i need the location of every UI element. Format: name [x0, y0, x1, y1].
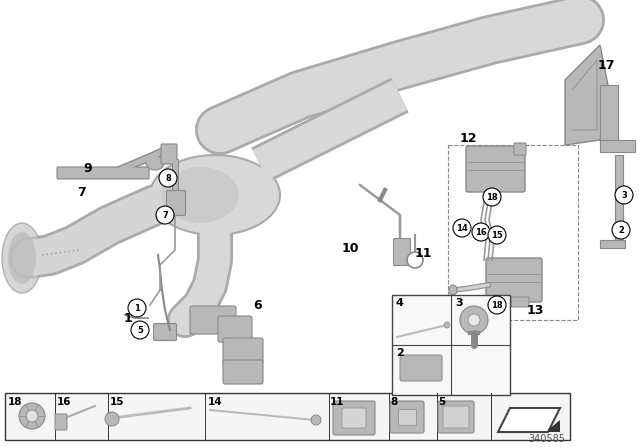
Circle shape — [460, 306, 488, 334]
FancyBboxPatch shape — [223, 338, 263, 364]
Text: 9: 9 — [84, 161, 92, 175]
Text: 16: 16 — [57, 397, 72, 407]
Bar — [448, 145, 578, 320]
Text: 15: 15 — [110, 397, 125, 407]
Bar — [600, 140, 635, 152]
Text: 3: 3 — [621, 190, 627, 199]
Text: 11: 11 — [414, 246, 432, 259]
Circle shape — [156, 206, 174, 224]
FancyBboxPatch shape — [154, 323, 177, 340]
FancyBboxPatch shape — [443, 406, 469, 428]
Circle shape — [488, 226, 506, 244]
Text: 18: 18 — [491, 301, 503, 310]
FancyBboxPatch shape — [400, 355, 442, 381]
Text: 2: 2 — [396, 348, 404, 358]
Text: 5: 5 — [438, 397, 445, 407]
Text: 4: 4 — [396, 298, 404, 308]
Text: 18: 18 — [486, 193, 498, 202]
Text: 340585: 340585 — [528, 434, 565, 444]
Circle shape — [407, 252, 423, 268]
Circle shape — [128, 299, 146, 317]
FancyBboxPatch shape — [438, 401, 474, 433]
FancyBboxPatch shape — [342, 408, 366, 428]
Bar — [5, 393, 570, 440]
Bar — [615, 155, 623, 245]
Circle shape — [311, 415, 321, 425]
FancyBboxPatch shape — [333, 401, 375, 435]
Text: 7: 7 — [77, 185, 86, 198]
Circle shape — [159, 169, 177, 187]
FancyBboxPatch shape — [491, 297, 509, 307]
FancyBboxPatch shape — [223, 360, 263, 384]
Ellipse shape — [2, 223, 42, 293]
Circle shape — [19, 403, 45, 429]
Circle shape — [453, 219, 471, 237]
Text: 17: 17 — [597, 59, 615, 72]
FancyBboxPatch shape — [511, 297, 529, 307]
FancyBboxPatch shape — [55, 414, 67, 430]
Bar — [600, 85, 618, 145]
Text: 2: 2 — [618, 225, 624, 234]
Text: 8: 8 — [165, 173, 171, 182]
Circle shape — [488, 296, 506, 314]
Text: 18: 18 — [8, 397, 22, 407]
Text: 1: 1 — [124, 311, 132, 324]
FancyBboxPatch shape — [190, 306, 236, 334]
Text: 1: 1 — [134, 303, 140, 313]
FancyBboxPatch shape — [394, 238, 410, 266]
Polygon shape — [548, 420, 560, 432]
Bar — [392, 295, 510, 395]
Text: 14: 14 — [456, 224, 468, 233]
FancyBboxPatch shape — [390, 401, 424, 433]
Text: 8: 8 — [390, 397, 397, 407]
Text: 13: 13 — [526, 303, 544, 316]
Circle shape — [468, 314, 480, 326]
Circle shape — [444, 322, 450, 328]
Ellipse shape — [161, 167, 239, 223]
Circle shape — [615, 186, 633, 204]
FancyBboxPatch shape — [161, 144, 177, 164]
Text: 10: 10 — [341, 241, 359, 254]
Ellipse shape — [449, 285, 457, 295]
Circle shape — [105, 412, 119, 426]
Polygon shape — [565, 45, 610, 145]
FancyBboxPatch shape — [166, 190, 186, 215]
Text: 14: 14 — [208, 397, 223, 407]
Text: 16: 16 — [475, 228, 487, 237]
FancyBboxPatch shape — [57, 167, 149, 179]
Text: 7: 7 — [162, 211, 168, 220]
Ellipse shape — [146, 156, 164, 170]
Polygon shape — [498, 408, 560, 432]
Circle shape — [483, 188, 501, 206]
FancyBboxPatch shape — [486, 258, 542, 302]
Text: 15: 15 — [491, 231, 503, 240]
Circle shape — [612, 221, 630, 239]
FancyBboxPatch shape — [218, 316, 252, 342]
Circle shape — [131, 321, 149, 339]
Text: 3: 3 — [455, 298, 463, 308]
Bar — [600, 240, 625, 248]
Circle shape — [472, 223, 490, 241]
Bar — [398, 409, 416, 425]
Text: 11: 11 — [330, 397, 344, 407]
Text: 5: 5 — [137, 326, 143, 335]
FancyBboxPatch shape — [466, 146, 525, 192]
FancyBboxPatch shape — [514, 143, 526, 155]
Text: 6: 6 — [253, 298, 262, 311]
Ellipse shape — [8, 232, 36, 284]
Text: 12: 12 — [460, 132, 477, 145]
Ellipse shape — [150, 155, 280, 235]
Circle shape — [26, 410, 38, 422]
